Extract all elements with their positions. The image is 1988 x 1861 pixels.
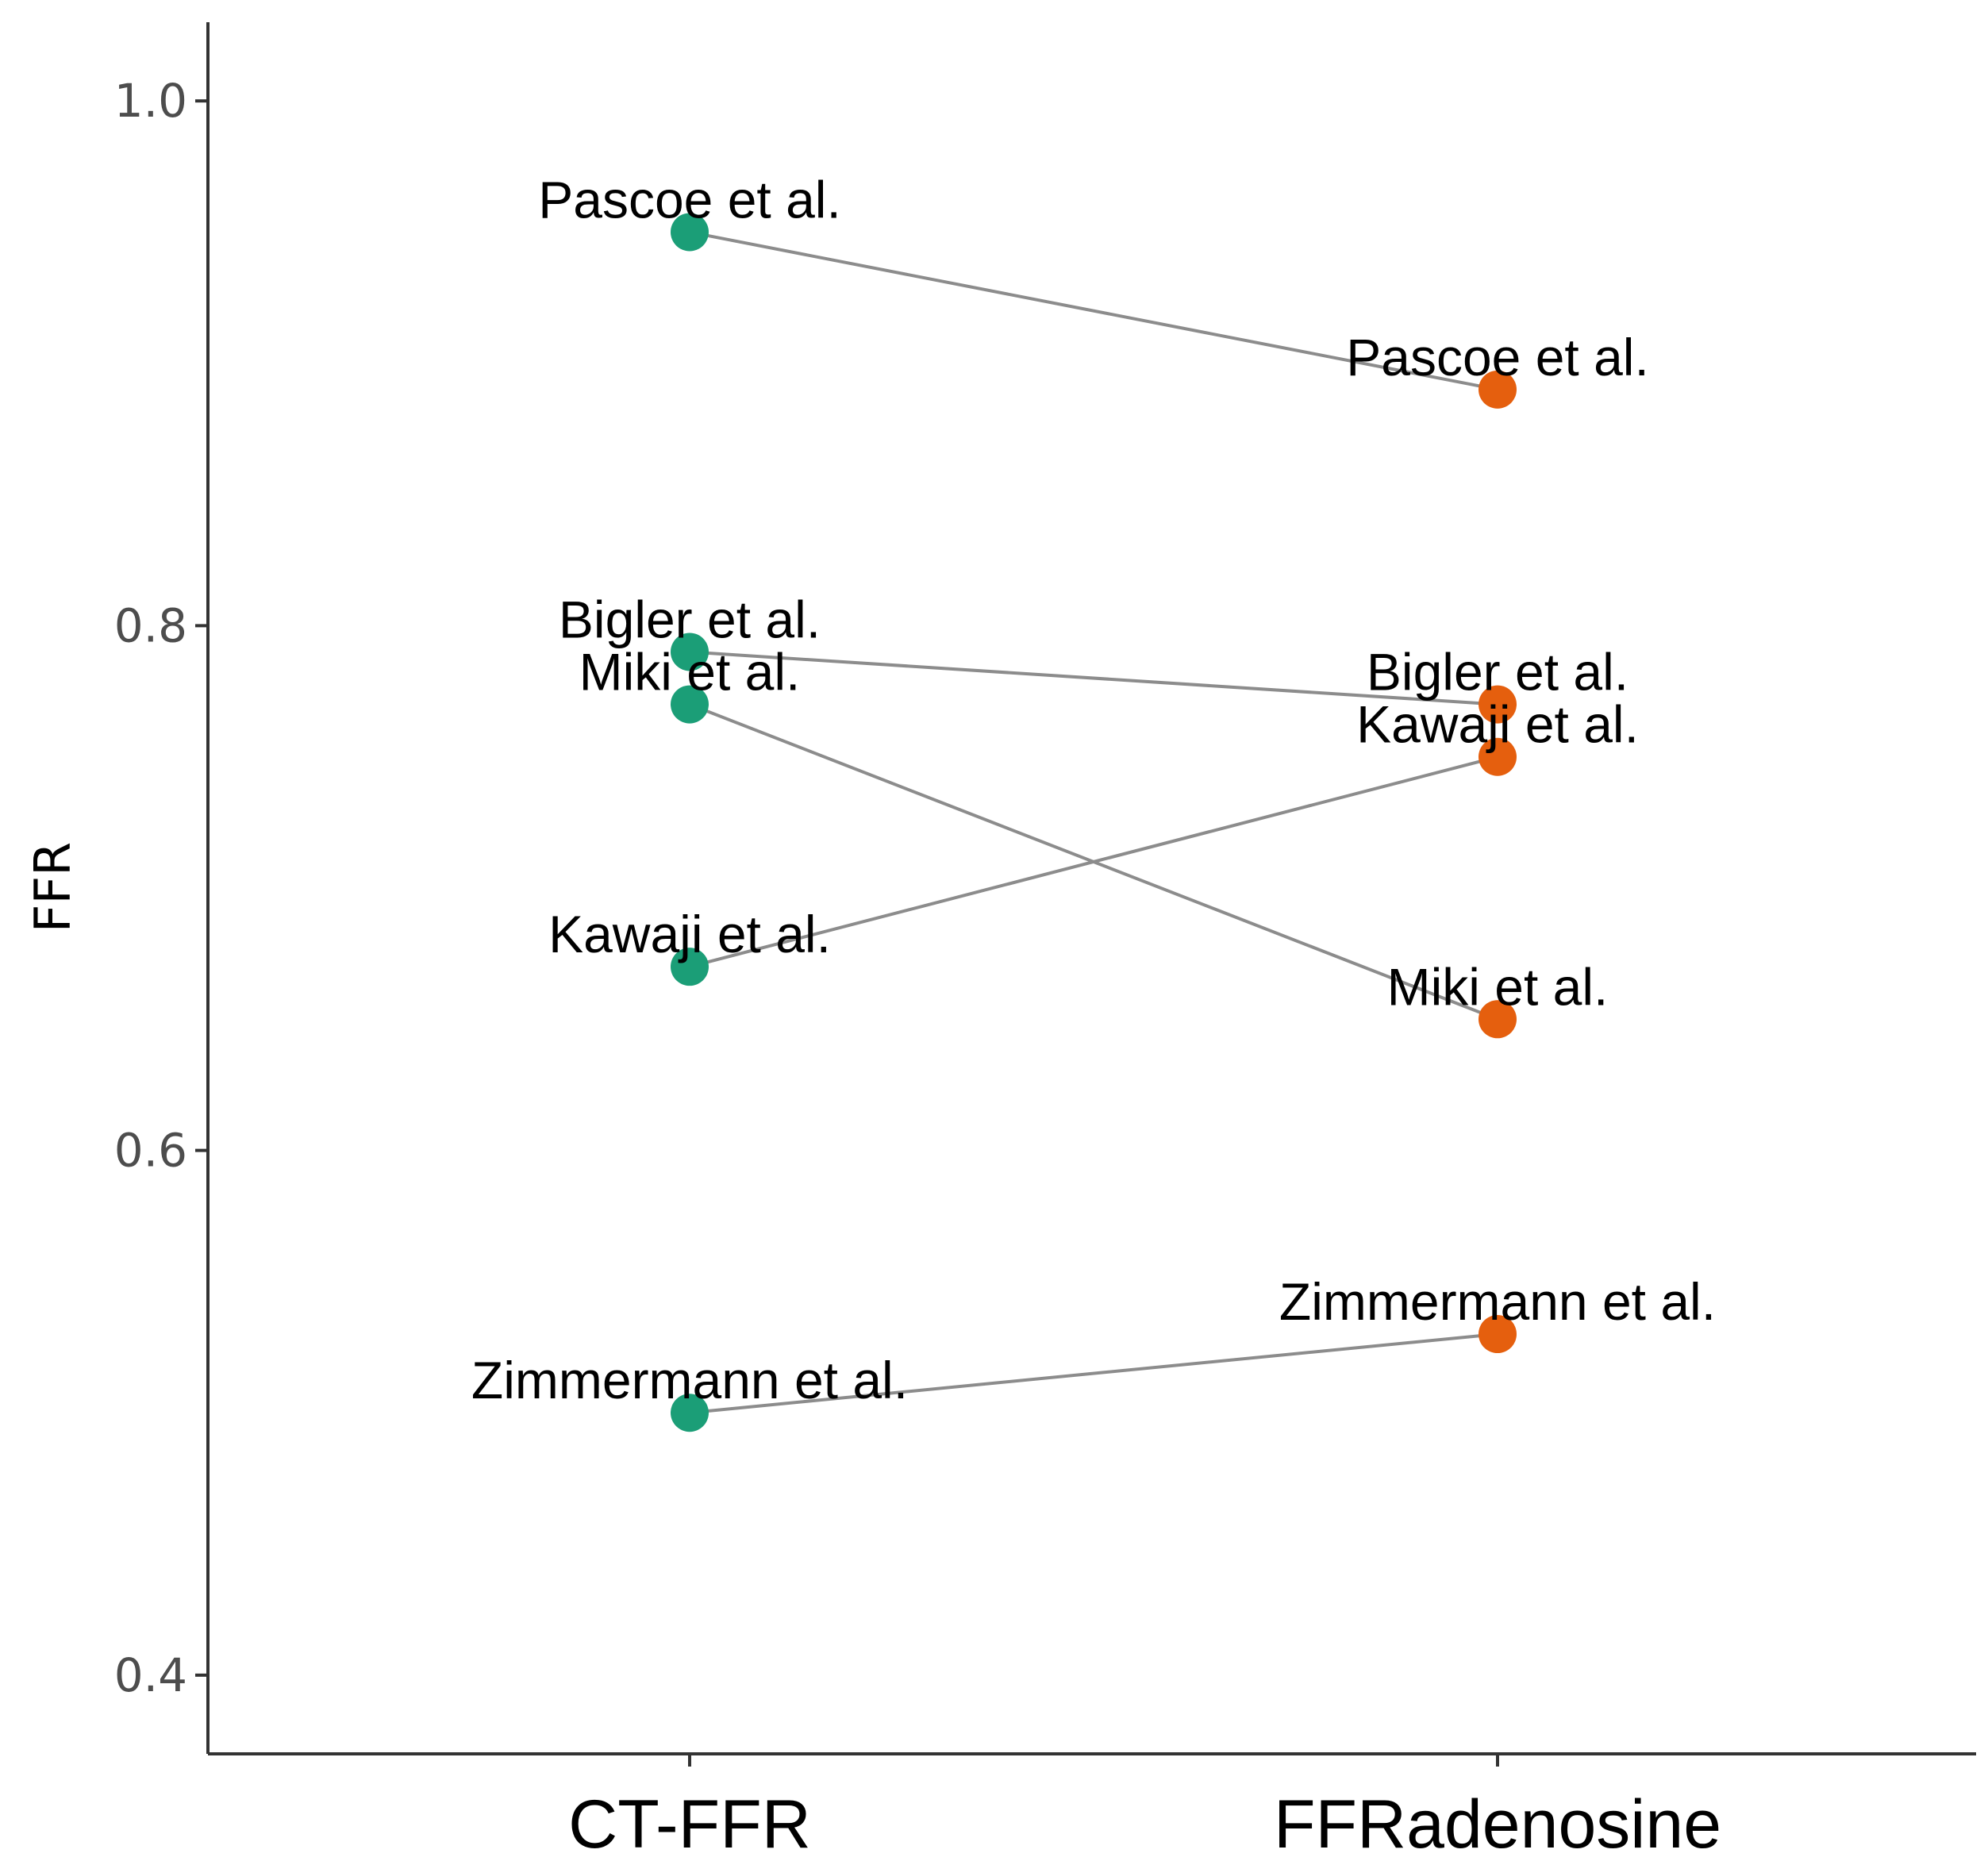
connector-line xyxy=(689,230,1498,391)
ct-ffr-point xyxy=(671,633,709,671)
ct-ffr-point xyxy=(671,1394,709,1432)
y-tick-label: 0.6 xyxy=(114,1124,187,1178)
y-axis-title: FFR xyxy=(24,842,82,932)
y-tick-label: 0.8 xyxy=(114,598,187,652)
ffr-adenosine-point xyxy=(1479,737,1517,776)
axes xyxy=(206,22,1976,1755)
x-tick-label: FFRadenosine xyxy=(1274,1786,1721,1861)
ct-ffr-point xyxy=(671,948,709,986)
connector-lines xyxy=(689,230,1498,1415)
x-tick-label: CT-FFR xyxy=(568,1786,811,1861)
connector-line xyxy=(689,755,1498,969)
ffr-adenosine-point-label: Bigler et al. xyxy=(1367,643,1628,702)
ffr-adenosine-point-label: Pascoe et al. xyxy=(1346,328,1649,386)
ct-ffr-point-label: Miki et al. xyxy=(579,643,801,702)
y-axis-ticks: 0.4 0.6 0.8 1.0 xyxy=(114,74,208,1702)
connector-line xyxy=(689,1332,1498,1415)
ct-ffr-point xyxy=(671,213,709,252)
x-axis-ticks: CT-FFR FFRadenosine xyxy=(568,1754,1721,1861)
ct-ffr-point-label: Pascoe et al. xyxy=(538,170,841,229)
ffr-adenosine-point xyxy=(1479,685,1517,724)
ct-ffr-point-label: Bigler et al. xyxy=(559,590,821,648)
ffr-adenosine-point-label: Miki et al. xyxy=(1387,957,1609,1016)
data-points xyxy=(671,213,1517,1432)
ct-ffr-point-label: Kawaji et al. xyxy=(548,905,831,963)
y-tick-label: 1.0 xyxy=(114,74,187,128)
y-tick-label: 0.4 xyxy=(114,1648,187,1702)
connector-line xyxy=(689,650,1498,706)
ffr-adenosine-point xyxy=(1479,370,1517,409)
ffr-adenosine-point-label: Zimmermann et al. xyxy=(1279,1272,1716,1331)
ct-ffr-point xyxy=(671,685,709,724)
point-labels: Pascoe et al. Pascoe et al. Bigler et al. B… xyxy=(471,170,1716,1409)
ct-ffr-point-label: Zimmermann et al. xyxy=(471,1351,908,1409)
ffr-adenosine-point xyxy=(1479,1315,1517,1354)
ffr-adenosine-point xyxy=(1479,1000,1517,1039)
ffr-adenosine-point-label: Kawaji et al. xyxy=(1356,695,1639,754)
